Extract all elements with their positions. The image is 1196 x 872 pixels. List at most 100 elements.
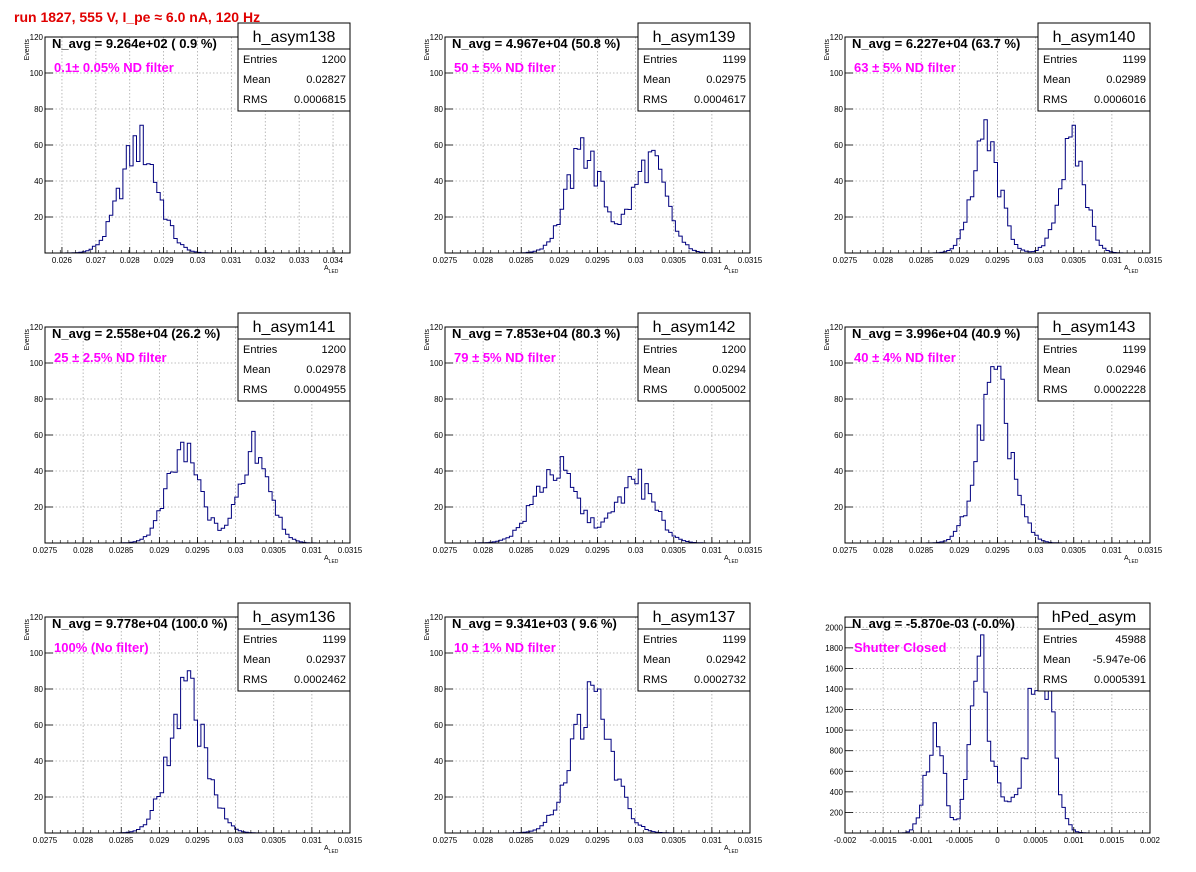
stats-value: 0.0005002 xyxy=(694,384,746,396)
stats-label: RMS xyxy=(243,384,267,396)
stats-value: 0.02975 xyxy=(706,74,746,86)
x-tick-label: 0.0285 xyxy=(509,836,534,845)
y-tick-label: 100 xyxy=(430,359,444,368)
x-tick-label: 0.029 xyxy=(149,836,170,845)
x-tick-label: 0.0275 xyxy=(433,256,458,265)
stats-title: h_asym137 xyxy=(653,609,736,626)
x-tick-label: 0.026 xyxy=(52,256,73,265)
histogram-pad: 0.026 0.027 0.028 0.029 0.03 0.031 0.032 0.033 0… xyxy=(24,22,351,275)
y-tick-label: 80 xyxy=(34,685,43,694)
histogram-pad: 0.0275 0.028 0.0285 0.029 0.0295 0.03 0.0305 0.… xyxy=(424,602,763,855)
y-axis-title: Events xyxy=(824,39,831,61)
stats-label: RMS xyxy=(643,384,667,396)
y-tick-label: 120 xyxy=(30,33,44,42)
x-tick-label: 0.03 xyxy=(628,836,644,845)
stats-label: Mean xyxy=(1043,654,1071,666)
x-tick-label: 0.028 xyxy=(473,546,494,555)
x-tick-label: 0.0305 xyxy=(662,546,687,555)
y-tick-label: 1400 xyxy=(825,685,843,694)
stats-value: 0.0002732 xyxy=(694,674,746,686)
y-tick-label: 100 xyxy=(30,649,44,658)
x-tick-label: 0.0285 xyxy=(509,546,534,555)
y-tick-label: 60 xyxy=(34,141,43,150)
x-tick-label: 0.0295 xyxy=(185,836,210,845)
x-tick-label: 0.033 xyxy=(289,256,310,265)
x-tick-label: 0.0315 xyxy=(738,836,763,845)
stats-title: h_asym140 xyxy=(1053,29,1136,46)
stats-value: 1199 xyxy=(1122,344,1146,356)
stats-label: Entries xyxy=(243,634,278,646)
stats-label: Mean xyxy=(643,364,671,376)
y-tick-label: 60 xyxy=(34,721,43,730)
x-tick-label: 0.0315 xyxy=(738,256,763,265)
stats-box-frame xyxy=(237,22,351,112)
y-tick-label: 600 xyxy=(830,767,844,776)
stats-box-frame xyxy=(637,22,751,112)
y-tick-label: 80 xyxy=(434,105,443,114)
stats-box-frame xyxy=(237,602,351,692)
stats-box: hPed_asym Entries 45988 Mean -5.947e-06 RMS 0.… xyxy=(1037,602,1151,692)
navg-label: N_avg = 6.227e+04 (63.7 %) xyxy=(852,36,1020,51)
histogram-line xyxy=(45,430,350,544)
x-tick-label: 0.03 xyxy=(190,256,206,265)
y-tick-label: 400 xyxy=(830,788,844,797)
stats-box-frame xyxy=(637,312,751,402)
x-tick-label: 0.0295 xyxy=(585,546,610,555)
stats-label: Mean xyxy=(243,364,271,376)
stats-box: h_asym141 Entries 1200 Mean 0.02978 RMS 0.0004… xyxy=(237,312,351,402)
stats-value: 0.0002228 xyxy=(1094,384,1146,396)
histogram-pad: 0.0275 0.028 0.0285 0.029 0.0295 0.03 0.0305 0.… xyxy=(24,602,363,855)
stats-box-frame xyxy=(1037,602,1151,692)
histogram-pad: 0.0275 0.028 0.0285 0.029 0.0295 0.03 0.0305 0.… xyxy=(824,22,1163,275)
y-tick-label: 100 xyxy=(430,69,444,78)
x-tick-label: 0.028 xyxy=(473,256,494,265)
x-tick-label: 0.0285 xyxy=(909,546,934,555)
x-tick-label: -0.001 xyxy=(910,836,933,845)
x-tick-label: 0.0275 xyxy=(33,546,58,555)
stats-value: 1199 xyxy=(722,54,746,66)
x-tick-label: 0.028 xyxy=(873,256,894,265)
x-tick-label: 0.028 xyxy=(73,836,94,845)
x-tick-label: -0.0015 xyxy=(870,836,898,845)
histogram-line xyxy=(845,623,1150,834)
y-tick-label: 60 xyxy=(834,141,843,150)
filter-label: Shutter Closed xyxy=(854,640,947,655)
x-tick-label: 0.029 xyxy=(549,546,570,555)
x-tick-label: 0.0015 xyxy=(1100,836,1125,845)
x-tick-label: 0.0305 xyxy=(1062,546,1087,555)
stats-title: h_asym142 xyxy=(653,319,736,336)
stats-value: 0.0004955 xyxy=(294,384,346,396)
x-tick-label: 0.028 xyxy=(73,546,94,555)
x-tick-label: 0.0295 xyxy=(185,546,210,555)
y-tick-label: 20 xyxy=(34,213,43,222)
stats-value: -5.947e-06 xyxy=(1093,654,1146,666)
filter-label: 79 ± 5% ND filter xyxy=(454,350,556,365)
x-axis-title: ALED xyxy=(724,265,739,275)
stats-box-frame xyxy=(1037,312,1151,402)
y-axis-title: Events xyxy=(24,619,31,641)
y-tick-label: 120 xyxy=(30,323,44,332)
x-tick-label: 0.03 xyxy=(1028,546,1044,555)
y-tick-label: 100 xyxy=(430,649,444,658)
stats-box: h_asym138 Entries 1200 Mean 0.02827 RMS 0.0006… xyxy=(237,22,351,112)
stats-label: RMS xyxy=(243,674,267,686)
filter-label: 10 ± 1% ND filter xyxy=(454,640,556,655)
stats-title: h_asym136 xyxy=(253,609,336,626)
x-tick-label: 0.0315 xyxy=(338,836,363,845)
x-tick-label: 0.0005 xyxy=(1023,836,1048,845)
stats-box: h_asym143 Entries 1199 Mean 0.02946 RMS 0.0002… xyxy=(1037,312,1151,402)
stats-value: 1199 xyxy=(1122,54,1146,66)
stats-value: 45988 xyxy=(1115,634,1146,646)
x-tick-label: 0.031 xyxy=(302,836,323,845)
x-axis-title: ALED xyxy=(724,845,739,855)
navg-label: N_avg = 2.558e+04 (26.2 %) xyxy=(52,326,220,341)
y-tick-label: 200 xyxy=(830,808,844,817)
histogram-line xyxy=(445,456,750,544)
x-tick-label: 0.0285 xyxy=(109,836,134,845)
stats-label: Mean xyxy=(643,74,671,86)
y-tick-label: 120 xyxy=(830,323,844,332)
navg-label: N_avg = 9.341e+03 ( 9.6 %) xyxy=(452,616,617,631)
navg-label: N_avg = 7.853e+04 (80.3 %) xyxy=(452,326,620,341)
y-axis-title: Events xyxy=(424,619,431,641)
x-axis-title: ALED xyxy=(324,555,339,565)
